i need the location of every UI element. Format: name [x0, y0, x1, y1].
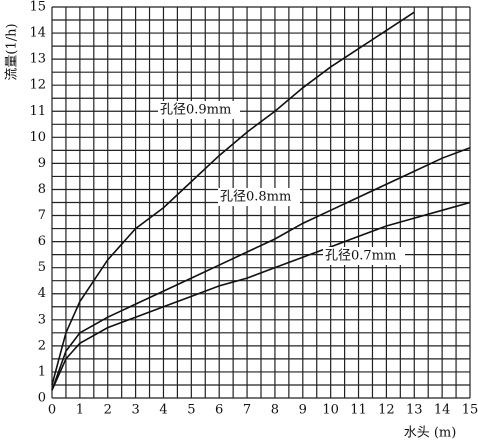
- y-tick-label: 9: [38, 156, 46, 171]
- x-tick-label: 3: [131, 403, 139, 418]
- y-tick-label: 3: [38, 312, 46, 327]
- x-tick-label: 14: [434, 403, 451, 418]
- x-tick-label: 5: [187, 403, 195, 418]
- x-tick-label: 8: [271, 403, 279, 418]
- y-tick-label: 15: [29, 0, 46, 15]
- y-tick-label: 4: [38, 286, 46, 301]
- y-tick-label: 2: [38, 338, 46, 353]
- x-tick-label: 12: [378, 403, 395, 418]
- x-tick-label: 11: [350, 403, 367, 418]
- y-tick-label: 13: [29, 52, 46, 67]
- curve: [51, 147, 471, 391]
- curve: [51, 11, 415, 386]
- x-tick-label: 10: [322, 403, 339, 418]
- curve: [51, 201, 471, 391]
- y-tick-label: 7: [38, 208, 46, 223]
- curve-label: 孔径0.9mm: [160, 103, 231, 118]
- y-tick-label: 8: [38, 182, 46, 197]
- y-tick-label: 11: [29, 104, 46, 119]
- x-axis-label: 水头 (m): [404, 426, 457, 441]
- y-tick-label: 12: [29, 78, 46, 93]
- y-tick-label: 1: [38, 364, 46, 379]
- y-tick-label: 6: [38, 234, 46, 249]
- x-tick-label: 9: [299, 403, 307, 418]
- curve-label: 孔径0.7mm: [325, 249, 396, 264]
- y-axis-label: 流量(1/h): [5, 23, 20, 80]
- curve-label-bg: [158, 101, 240, 119]
- curve-label-bg: [323, 247, 405, 265]
- x-tick-label: 4: [159, 403, 167, 418]
- y-tick-label: 14: [29, 26, 46, 41]
- y-tick-label: 5: [38, 260, 46, 275]
- curve-label: 孔径0.8mm: [220, 190, 291, 205]
- x-tick-label: 0: [48, 403, 56, 418]
- x-tick-label: 13: [406, 403, 423, 418]
- x-tick-label: 2: [104, 403, 112, 418]
- y-tick-label: 10: [29, 130, 46, 145]
- x-tick-label: 6: [215, 403, 223, 418]
- x-tick-label: 15: [462, 403, 478, 418]
- y-tick-label: 0: [38, 391, 46, 406]
- x-tick-label: 7: [243, 403, 251, 418]
- x-tick-label: 1: [76, 403, 84, 418]
- curve-label-bg: [218, 188, 300, 206]
